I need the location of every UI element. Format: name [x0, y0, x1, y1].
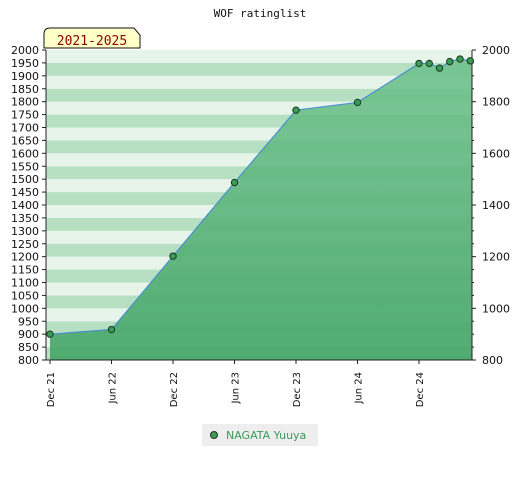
- data-point: [46, 330, 54, 338]
- data-point: [353, 98, 362, 107]
- period-badge-box: [43, 27, 141, 49]
- x-tick-label: Jun 23: [231, 372, 242, 405]
- legend-marker: [210, 431, 218, 439]
- y-tick-label-left: 1150: [11, 264, 39, 277]
- y-tick-label-left: 1450: [11, 186, 39, 199]
- x-tick-label: Dec 24: [415, 372, 426, 407]
- period-badge: 2021-2025: [43, 27, 141, 49]
- y-tick-label-left: 950: [18, 315, 39, 328]
- y-tick-label-left: 1850: [11, 83, 39, 96]
- y-tick-label-left: 2000: [11, 44, 39, 57]
- data-point: [107, 325, 116, 334]
- y-tick-label-left: 1000: [11, 302, 39, 315]
- data-point: [292, 106, 300, 114]
- x-tick-label: Dec 21: [46, 372, 57, 407]
- background-band: [46, 62, 472, 76]
- data-point: [230, 178, 239, 187]
- legend-box: [202, 424, 318, 446]
- data-point: [446, 57, 454, 66]
- data-point: [466, 57, 474, 65]
- data-point: [425, 59, 433, 68]
- background-band: [46, 50, 472, 63]
- y-tick-label-right: 800: [482, 354, 503, 367]
- legend-label: NAGATA Yuuya: [226, 429, 306, 442]
- y-tick-label-left: 1900: [11, 70, 39, 83]
- y-tick-label-left: 1600: [11, 147, 39, 160]
- y-tick-label-left: 1050: [11, 289, 39, 302]
- data-point: [435, 64, 444, 72]
- data-point: [456, 55, 464, 63]
- y-tick-label-right: 1000: [482, 302, 510, 315]
- y-tick-label-left: 1250: [11, 238, 39, 251]
- x-tick-label: Jun 24: [354, 372, 365, 405]
- y-tick-label-left: 1400: [11, 199, 39, 212]
- x-tick-label: Jun 22: [108, 372, 119, 405]
- data-point: [169, 252, 177, 260]
- y-tick-label-left: 850: [18, 341, 39, 354]
- y-tick-label-left: 800: [18, 354, 39, 367]
- rating-area-fill: [50, 59, 472, 361]
- background-band: [46, 75, 472, 89]
- y-tick-label-right: 1800: [482, 96, 510, 109]
- y-tick-label-right: 1400: [482, 199, 510, 212]
- axes: 8008509009501000105011001150120012501300…: [11, 44, 510, 407]
- legend: NAGATA Yuuya: [202, 424, 318, 446]
- y-tick-label-right: 1200: [482, 251, 510, 264]
- y-tick-label-right: 1600: [482, 147, 510, 160]
- x-tick-label: Dec 22: [169, 372, 180, 407]
- y-tick-label-left: 1300: [11, 225, 39, 238]
- y-tick-label-left: 1750: [11, 109, 39, 122]
- x-tick-label: Dec 23: [292, 372, 303, 407]
- chart-title: WOF ratinglist: [214, 7, 307, 20]
- y-tick-label-left: 1500: [11, 173, 39, 186]
- y-tick-label-left: 1550: [11, 160, 39, 173]
- y-tick-label-left: 1950: [11, 57, 39, 70]
- data-marks: [46, 55, 474, 338]
- y-tick-label-right: 2000: [482, 44, 510, 57]
- y-tick-label-left: 1100: [11, 277, 39, 290]
- period-label: 2021-2025: [57, 34, 127, 49]
- y-tick-label-left: 1350: [11, 212, 39, 225]
- y-tick-label-left: 1650: [11, 134, 39, 147]
- y-tick-label-left: 1200: [11, 251, 39, 264]
- y-tick-label-left: 900: [18, 328, 39, 341]
- y-tick-label-left: 1700: [11, 122, 39, 135]
- y-tick-label-left: 1800: [11, 96, 39, 109]
- data-point: [415, 59, 423, 68]
